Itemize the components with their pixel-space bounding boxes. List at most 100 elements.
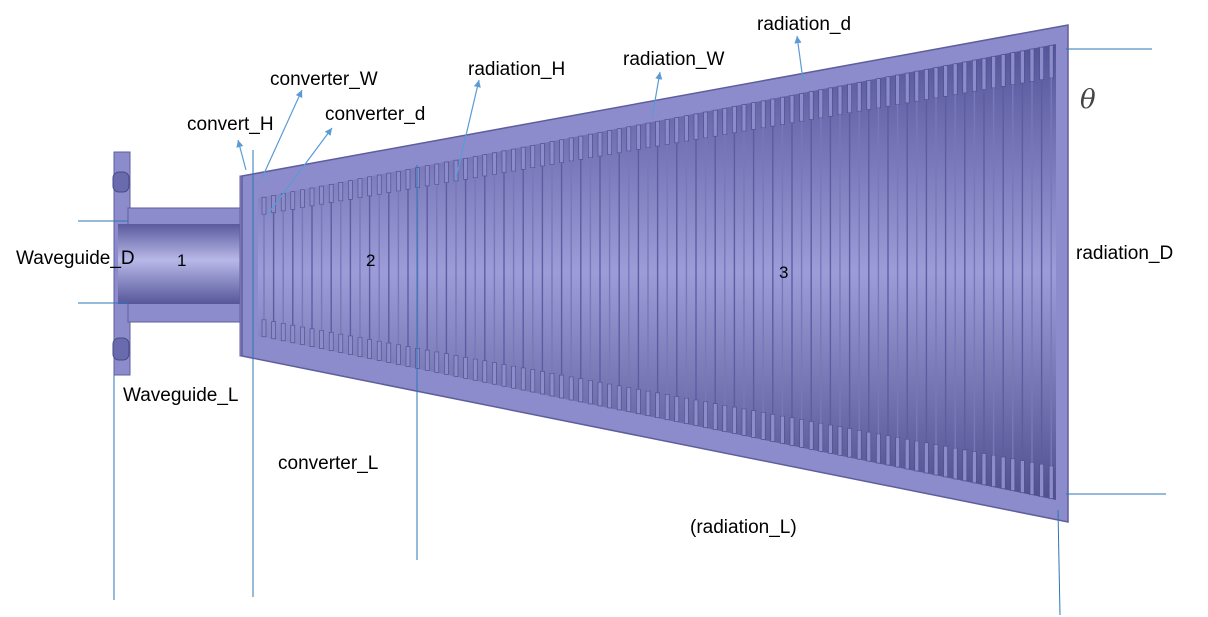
corrugation-fin [876, 78, 881, 109]
corrugation-fin [1039, 463, 1044, 498]
label-radiation-l: (radiation_L) [690, 517, 797, 538]
waveguide-section [112, 151, 263, 376]
label-radiation-h: radiation_H [468, 59, 565, 80]
corrugation-fin [1010, 458, 1016, 491]
corrugation-fin [271, 321, 276, 340]
corrugation-fin [693, 113, 699, 140]
corrugation-fin [319, 185, 324, 205]
corrugation-fin [933, 444, 939, 476]
corrugation-fin [626, 387, 632, 413]
corrugation-fin [904, 438, 910, 470]
corrugation-fin [972, 59, 977, 92]
corrugation-fin [463, 158, 468, 180]
corrugation-fin [607, 383, 612, 409]
corrugation-fin [290, 191, 296, 210]
corrugation-fin [578, 135, 584, 160]
corrugation-fin [348, 335, 353, 355]
corrugation-fin [952, 63, 958, 95]
corrugation-fin [828, 87, 833, 117]
corrugation-fin [616, 385, 622, 411]
corrugation-fin [703, 401, 708, 428]
corrugation-fin [588, 380, 593, 405]
corrugation-fin [943, 65, 948, 97]
corrugation-fin [789, 417, 795, 446]
corrugation-fin [1029, 48, 1035, 82]
corrugation-fin [338, 182, 344, 202]
corrugation-fin [357, 178, 363, 198]
corrugation-fin [712, 109, 718, 137]
label-radiation-w: radiation_W [623, 49, 724, 70]
section-number-1: 1 [177, 251, 186, 270]
corrugation-fin [280, 323, 286, 342]
corrugation-fin [309, 187, 315, 207]
corrugation-fin [511, 365, 516, 389]
corrugation-fin [607, 130, 612, 155]
corrugation-fin [1010, 52, 1016, 85]
corrugation-fin [511, 148, 516, 172]
corrugation-fin [1039, 46, 1044, 81]
corrugation-fin [885, 435, 891, 466]
corrugation-fin [732, 106, 737, 134]
corrugation-fin [770, 98, 776, 127]
corrugation-fins [261, 44, 1054, 499]
section-number-2: 2 [366, 251, 375, 270]
leader-arrows [236, 35, 804, 215]
corrugation-fin [328, 331, 334, 351]
corrugation-fin [568, 137, 574, 162]
label-waveguide-d: Waveguide_D [16, 248, 135, 269]
corrugation-fin [405, 169, 411, 190]
corrugation-fin [684, 397, 689, 424]
corrugation-fin [770, 413, 776, 442]
corrugation-fin [626, 126, 632, 152]
corrugation-fin [684, 115, 689, 142]
corrugation-fin [895, 74, 900, 105]
corrugation-fin [348, 180, 353, 200]
corrugation-fin [338, 333, 344, 353]
corrugation-fin [530, 369, 536, 393]
corrugation-fin [415, 347, 420, 369]
corrugation-fin [290, 324, 296, 344]
corrugation-fin [1000, 54, 1006, 87]
corrugation-fin [424, 165, 430, 187]
corrugation-fin [789, 95, 795, 124]
corrugation-fin [319, 330, 324, 349]
corrugation-fin [991, 454, 996, 488]
corrugation-fin [760, 100, 766, 129]
corrugation-fin [453, 355, 459, 377]
corrugation-fin [837, 85, 843, 115]
corrugation-fin [645, 122, 651, 148]
corrugation-fin [300, 189, 305, 208]
corrugation-fin [1000, 456, 1006, 490]
corrugation-fin [578, 378, 584, 403]
corrugation-fin [760, 412, 766, 440]
corrugation-fin [722, 405, 728, 432]
label-converter-l: converter_L [278, 453, 378, 474]
corrugation-fin [741, 408, 747, 436]
label-converter-d: converter_d [325, 104, 425, 125]
corrugation-fin [981, 453, 987, 486]
corrugation-fin [367, 339, 372, 359]
corrugation-fin [818, 422, 824, 452]
corrugation-fin [444, 353, 449, 375]
corrugation-fin [895, 437, 900, 468]
corrugation-fin [472, 358, 478, 381]
corrugation-fin [741, 104, 747, 132]
annotation-labels: Waveguide_D Waveguide_L convert_H conver… [16, 14, 1173, 538]
corrugation-fin [424, 349, 430, 371]
label-convert-h: convert_H [187, 114, 274, 135]
dimension-lines [78, 48, 1166, 616]
label-radiation-d: radiation_d [757, 14, 851, 35]
corrugation-fin [693, 399, 699, 426]
corrugation-fin [636, 124, 641, 150]
convert-h-arrow [236, 139, 247, 171]
radiation-d-arrow [794, 35, 804, 81]
corrugation-fin [808, 91, 814, 120]
corrugation-fin [664, 119, 670, 145]
corrugation-fin [674, 117, 680, 144]
corrugation-fin [655, 121, 660, 147]
corrugation-fin [847, 428, 852, 458]
corrugation-fin [559, 374, 564, 399]
corrugation-fin [415, 167, 420, 188]
label-waveguide-l: Waveguide_L [123, 385, 238, 406]
corrugation-fin [482, 154, 488, 177]
